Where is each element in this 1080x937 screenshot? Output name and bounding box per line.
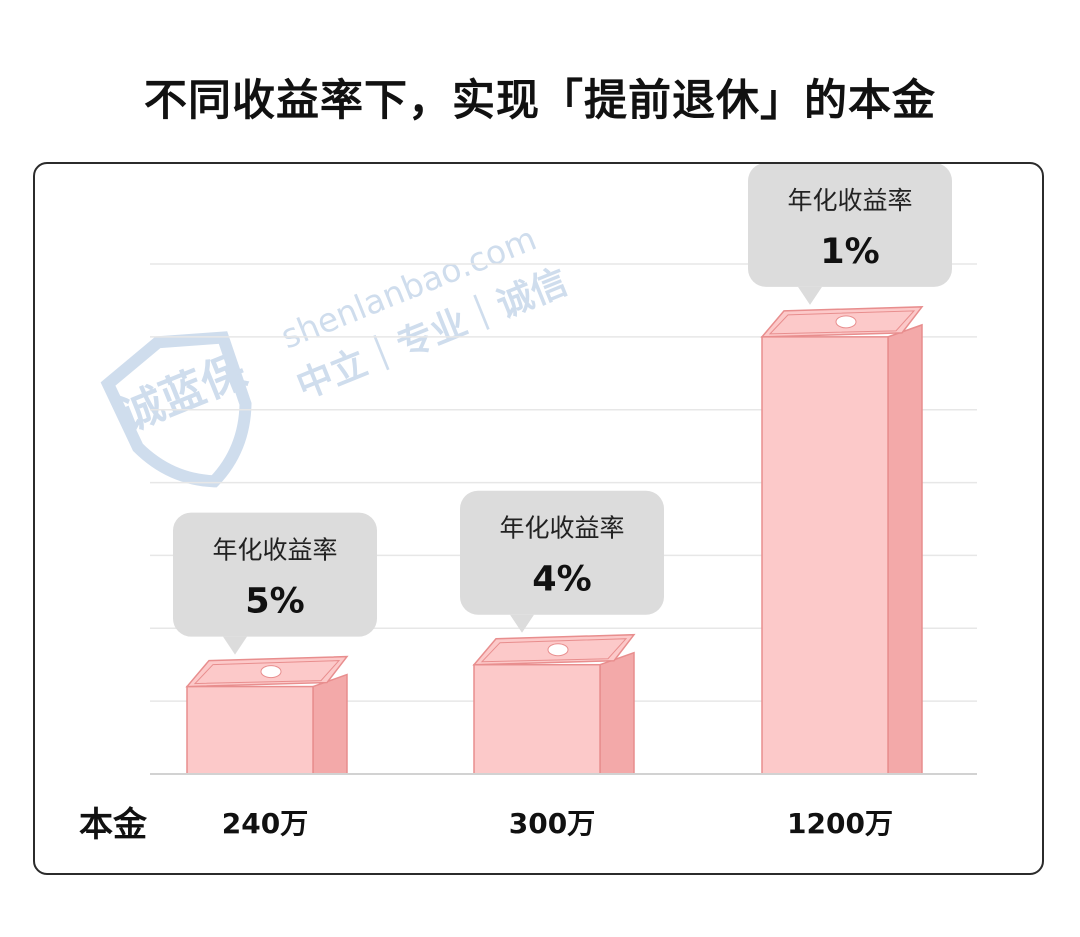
bar-front: [761, 336, 889, 775]
yuan-icon: [547, 643, 569, 657]
bubble-pointer: [510, 614, 534, 633]
annotation-value: 1%: [820, 232, 879, 272]
x-tick-label: 1200万: [787, 807, 893, 840]
yuan-icon: [835, 315, 857, 329]
annotation-title: 年化收益率: [499, 514, 624, 543]
bar-side: [887, 323, 923, 775]
bubble-pointer: [223, 636, 247, 655]
annotation-title: 年化收益率: [787, 186, 912, 215]
banknote-border: [480, 638, 628, 663]
bar-chart: 诚蓝保 shenlanbao.com 中立｜专业｜诚信 年化收益率5%年化收益率…: [79, 164, 977, 845]
chart-frame: 诚蓝保 shenlanbao.com 中立｜专业｜诚信 年化收益率 5% 年化收益率…: [33, 162, 1044, 875]
bubble-pointer: [798, 286, 822, 305]
watermark: 诚蓝保 shenlanbao.com 中立｜专业｜诚信: [100, 219, 573, 488]
page-title: 不同收益率下，实现「提前退休」的本金: [144, 76, 936, 126]
annotation-bubble: 年化收益率 1%: [748, 164, 952, 305]
bar-side: [312, 673, 348, 775]
bubble-box: [460, 490, 664, 615]
bar: [760, 306, 924, 775]
bars: [185, 306, 924, 775]
banknote-border: [768, 310, 916, 335]
bar-front: [473, 663, 601, 775]
banknote-border: [193, 660, 341, 685]
annotation-title: 年化收益率: [212, 536, 337, 565]
x-tick-label: 240万: [222, 807, 308, 840]
annotation-bubble: 年化收益率 4%: [460, 490, 664, 633]
bar-front: [186, 685, 314, 775]
bubble-box: [173, 512, 377, 637]
annotation-bubbles: 年化收益率 5% 年化收益率 4% 年化收益率 1%: [173, 164, 952, 655]
x-tick-label: 300万: [509, 807, 595, 840]
annotation-value: 5%: [245, 582, 304, 622]
x-tick-labels: 240万 300万 1200万: [222, 807, 893, 840]
bar-side: [599, 651, 635, 775]
annotation-bubble: 年化收益率 5%: [173, 512, 377, 655]
x-axis-label: 本金: [79, 805, 148, 845]
yuan-icon: [260, 665, 282, 679]
bar: [472, 633, 636, 775]
bubble-box: [748, 164, 952, 287]
annotation-value: 4%: [532, 560, 591, 600]
bar: [185, 655, 349, 775]
